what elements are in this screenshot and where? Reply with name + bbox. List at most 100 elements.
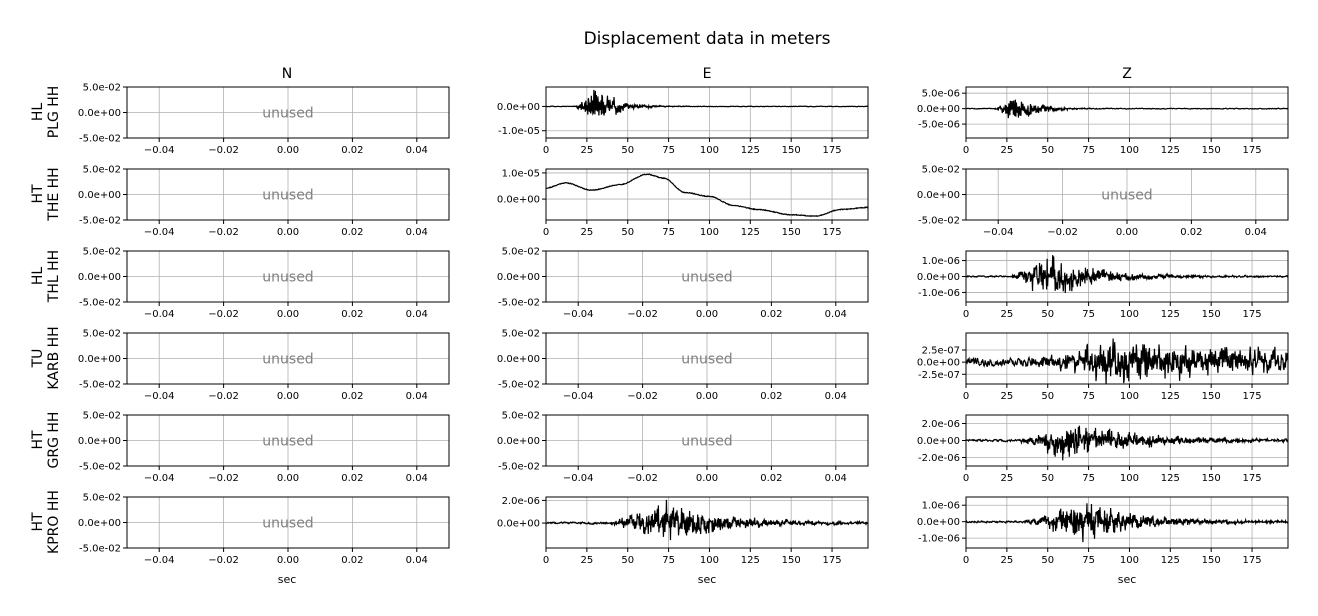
y-tick-label: 5.0e-02 — [502, 247, 540, 258]
y-tick-label: -5.0e-02 — [79, 216, 121, 227]
row-label-1: HT THE HH — [30, 167, 62, 221]
y-tick-label: 5.0e-06 — [922, 89, 960, 100]
unused-label: unused — [262, 106, 313, 122]
x-tick-label: 75 — [1082, 145, 1095, 156]
x-tick-label: 0.00 — [277, 309, 299, 320]
y-tick-label: 1.0e-05 — [502, 168, 540, 179]
x-tick-label: −0.04 — [563, 473, 594, 484]
x-tick-label: 0.02 — [341, 227, 363, 238]
x-tick-label: 0.00 — [277, 145, 299, 156]
row-label-network: HT — [30, 184, 46, 204]
x-tick-label: 0.00 — [1116, 227, 1138, 238]
panel-r3-c1: unused −0.04 −0.02 0.00 0.02 0.04 5.0e-02 0.0e+… — [497, 329, 869, 402]
waveform-trace — [965, 338, 1289, 385]
y-tick-label: 0.0e+00 — [497, 436, 540, 447]
x-tick-label: 125 — [1161, 473, 1180, 484]
x-tick-label: 0.04 — [406, 473, 428, 484]
x-tick-label: 0.02 — [341, 309, 363, 320]
x-tick-label: 100 — [1120, 145, 1139, 156]
y-tick-label: 0.0e+00 — [917, 358, 960, 369]
unused-label: unused — [681, 434, 732, 450]
waveform-trace — [965, 503, 1289, 543]
waveform-trace — [545, 499, 869, 541]
y-tick-label: 0.0e+00 — [78, 272, 121, 283]
row-label-station: THE HH — [46, 167, 62, 221]
x-tick-label: −0.04 — [563, 309, 594, 320]
x-axis-label-e: sec — [698, 573, 717, 586]
x-tick-label: 125 — [1161, 145, 1180, 156]
y-tick-label: -5.0e-02 — [918, 216, 960, 227]
row-label-station: PLG HH — [46, 86, 62, 139]
x-tick-label: 0.00 — [696, 391, 718, 402]
unused-label: unused — [262, 270, 313, 286]
y-tick-label: 0.0e+00 — [497, 195, 540, 206]
x-tick-label: 0.02 — [341, 473, 363, 484]
x-tick-label: 175 — [822, 555, 841, 566]
x-tick-label: 150 — [1202, 145, 1221, 156]
x-tick-label: 0.04 — [406, 555, 428, 566]
x-tick-label: −0.02 — [627, 391, 658, 402]
x-tick-label: 100 — [1120, 391, 1139, 402]
x-tick-label: −0.02 — [627, 473, 658, 484]
y-tick-label: 0.0e+00 — [917, 272, 960, 283]
x-tick-label: 150 — [1202, 473, 1221, 484]
y-tick-label: 0.0e+00 — [78, 436, 121, 447]
row-label-4: HT GRG HH — [30, 412, 62, 469]
y-tick-label: -5.0e-02 — [79, 462, 121, 473]
waveform-trace — [545, 173, 869, 218]
figure-title: Displacement data in meters — [584, 29, 831, 49]
x-tick-label: 150 — [1202, 309, 1221, 320]
row-label-network: TU — [30, 349, 46, 369]
x-tick-label: 175 — [1242, 473, 1261, 484]
x-tick-label: −0.04 — [983, 227, 1014, 238]
x-tick-label: 50 — [1041, 555, 1054, 566]
x-tick-label: 125 — [741, 555, 760, 566]
y-tick-label: 0.0e+00 — [78, 354, 121, 365]
x-tick-label: 175 — [822, 145, 841, 156]
x-tick-label: 25 — [580, 555, 593, 566]
x-tick-label: 150 — [1202, 391, 1221, 402]
panel-r2-c0: unused −0.04 −0.02 0.00 0.02 0.04 5.0e-02 0.0e+… — [78, 247, 450, 320]
x-tick-label: 75 — [1082, 309, 1095, 320]
x-tick-label: 0.04 — [825, 309, 847, 320]
x-tick-label: 25 — [1000, 309, 1013, 320]
x-tick-label: 100 — [700, 145, 719, 156]
y-tick-label: 0.0e+00 — [78, 518, 121, 529]
y-tick-label: 5.0e-02 — [83, 83, 121, 94]
row-label-2: HL THL HH — [30, 250, 62, 303]
x-tick-label: 0.00 — [277, 391, 299, 402]
y-tick-label: 0.0e+00 — [917, 104, 960, 115]
x-tick-label: 0.04 — [406, 145, 428, 156]
x-tick-label: 175 — [1242, 145, 1261, 156]
y-tick-label: 0.0e+00 — [497, 519, 540, 530]
x-tick-label: 0.02 — [760, 309, 782, 320]
x-tick-label: 0.00 — [277, 227, 299, 238]
x-tick-label: 0 — [963, 473, 969, 484]
x-tick-label: 50 — [1041, 391, 1054, 402]
y-tick-label: 5.0e-02 — [83, 411, 121, 422]
panel-r2-c2: 0 25 50 75 100 125 150 175 1.0e-06 0.0e+00 -1.0e-0… — [917, 250, 1289, 320]
x-tick-label: 0.00 — [277, 555, 299, 566]
x-tick-label: −0.04 — [144, 227, 175, 238]
unused-label: unused — [262, 352, 313, 368]
y-tick-label: 5.0e-02 — [83, 329, 121, 340]
panel-r0-c0: unused −0.04 −0.02 0.00 0.02 0.04 5.0e-02 0.0e+… — [78, 83, 450, 156]
x-tick-label: 50 — [1041, 309, 1054, 320]
x-tick-label: 125 — [741, 227, 760, 238]
x-tick-label: 100 — [1120, 473, 1139, 484]
y-tick-label: -5.0e-02 — [498, 298, 540, 309]
x-tick-label: −0.04 — [563, 391, 594, 402]
x-tick-label: 0.04 — [825, 473, 847, 484]
y-tick-label: 5.0e-02 — [83, 247, 121, 258]
x-tick-label: 0.04 — [406, 391, 428, 402]
x-tick-label: 0.02 — [341, 145, 363, 156]
unused-label: unused — [1101, 188, 1152, 204]
waveform-trace — [545, 89, 869, 116]
x-tick-label: −0.04 — [144, 555, 175, 566]
x-tick-label: 75 — [662, 227, 675, 238]
y-tick-label: 0.0e+00 — [78, 190, 121, 201]
panel-r0-c1: 0 25 50 75 100 125 150 175 0.0e+00 -1.0e-05 — [497, 86, 869, 156]
x-tick-label: 25 — [1000, 473, 1013, 484]
y-tick-label: 5.0e-02 — [83, 165, 121, 176]
